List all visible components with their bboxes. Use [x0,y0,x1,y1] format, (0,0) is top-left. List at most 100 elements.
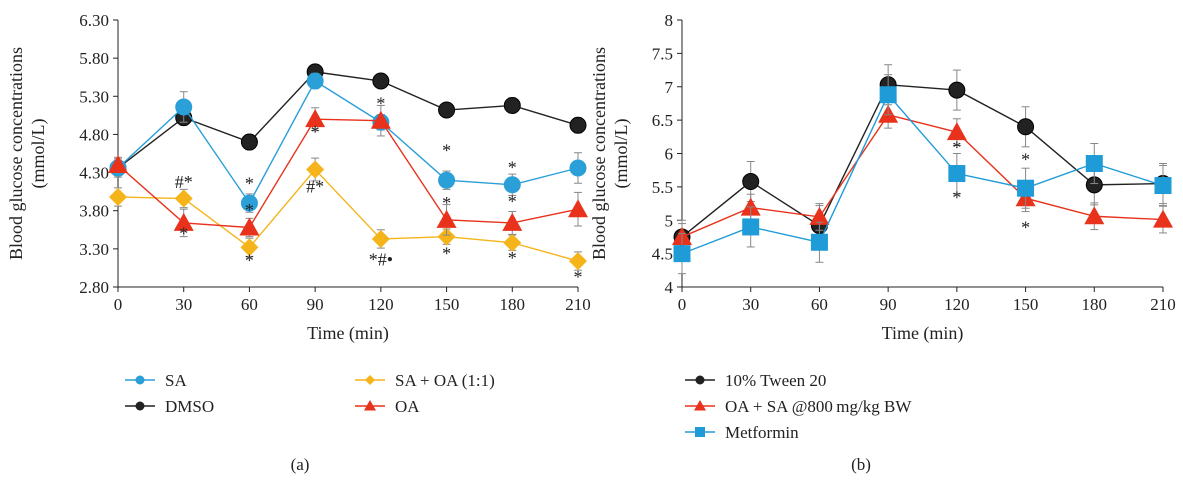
series-line [681,84,1164,238]
data-point [1017,118,1035,136]
data-point [370,110,391,129]
data-point [673,245,691,263]
y-tick-label: 6.5 [652,111,673,130]
x-tick-label: 210 [1150,295,1176,314]
y-axis-title: Blood glucose concentrations (mmol/L) [589,47,632,260]
data-point [1085,155,1103,173]
legend-item-marker [364,400,376,411]
data-point [946,122,967,141]
series-line [117,80,579,205]
data-point [175,98,193,116]
series-line [117,118,579,229]
data-point [306,72,324,90]
data-point [109,187,127,206]
y-tick-label: 6 [665,145,674,164]
significance-annotation: * [508,248,517,268]
data-point [305,109,326,128]
series-line [117,168,579,262]
legend-label: OA [395,397,420,416]
legend-item-marker [694,400,706,411]
data-point [742,218,760,236]
data-point [742,173,760,191]
significance-annotation: #* [175,172,193,192]
data-point [240,194,258,212]
significance-annotation: * [311,122,320,142]
series-line [681,113,1164,238]
data-point [372,72,390,90]
panel-label: (b) [851,455,871,474]
y-axis-title-line: (mmol/L) [611,119,632,189]
legend-item-marker [135,375,145,385]
y-tick-label: 6.30 [79,11,109,30]
legend-label: SA [165,371,187,390]
legend-label: SA + OA (1:1) [395,371,495,390]
significance-annotation: * [442,244,451,264]
significance-annotation: * [1021,150,1030,170]
significance-annotation: * [442,141,451,161]
data-point [174,189,193,208]
data-point [568,199,588,218]
data-point [306,160,325,179]
x-tick-label: 30 [742,295,759,314]
y-axis-title-line: Blood glucose concentrations [6,47,26,260]
x-tick-label: 60 [811,295,828,314]
significance-annotation: *#• [369,250,393,270]
x-tick-label: 150 [434,295,460,314]
significance-annotation: * [952,188,961,208]
data-point [438,171,456,189]
data-point [108,154,128,173]
data-point [371,229,390,248]
legend-item-marker [695,375,705,385]
y-axis-title-line: Blood glucose concentrations [589,47,609,260]
significance-annotation: * [179,224,188,244]
y-tick-label: 5.5 [652,178,673,197]
y-tick-label: 3.80 [79,202,109,221]
y-tick-label: 4.5 [652,245,673,264]
x-tick-label: 0 [114,295,123,314]
data-point [173,212,194,231]
data-point [569,252,587,271]
x-tick-label: 120 [368,295,394,314]
data-point [436,209,457,228]
y-tick-label: 7.5 [652,44,673,63]
data-point [948,165,966,183]
chart-panel-b: 4 4.5 5 5.5 6 6.5 7 7.5 8 0 30 60 90 120 150 180 210 Time… [589,11,1176,474]
data-point [809,206,830,225]
significance-annotation: * [508,192,517,212]
significance-annotation: * [574,267,583,287]
panel-label: (a) [291,455,310,474]
chart-panel-a: 2.80 3.30 3.80 4.30 4.80 5.30 5.80 6.30 0 30 60 90 1… [6,11,591,474]
data-point [1153,209,1173,228]
y-tick-label: 7 [665,78,674,97]
y-tick-label: 5.30 [79,87,109,106]
significance-annotation: * [245,200,254,220]
data-point [569,159,587,177]
y-tick-label: 8 [665,11,674,30]
y-tick-label: 4.30 [79,164,109,183]
significance-annotation: * [1021,218,1030,238]
significance-annotation: * [245,173,254,193]
significance-annotation: #* [306,176,324,196]
x-tick-label: 210 [565,295,591,314]
x-axis-title: Time (min) [882,323,964,344]
y-axis-title-line: (mmol/L) [28,119,49,189]
data-point [1084,206,1105,225]
series-line [681,93,1164,255]
significance-annotation: * [442,193,451,213]
legend-item-marker [365,375,375,385]
significance-annotation: * [245,250,254,270]
data-point [569,116,587,134]
data-point [879,86,897,104]
x-tick-label: 90 [307,295,324,314]
significance-annotation: * [952,138,961,158]
data-point [1154,177,1172,195]
legend-label: Metformin [725,423,799,442]
data-point [503,176,521,194]
y-tick-label: 4 [665,278,674,297]
data-point [503,96,521,114]
data-point [438,101,456,119]
x-axis-title: Time (min) [307,323,389,344]
x-tick-label: 150 [1013,295,1039,314]
x-tick-label: 0 [678,295,687,314]
